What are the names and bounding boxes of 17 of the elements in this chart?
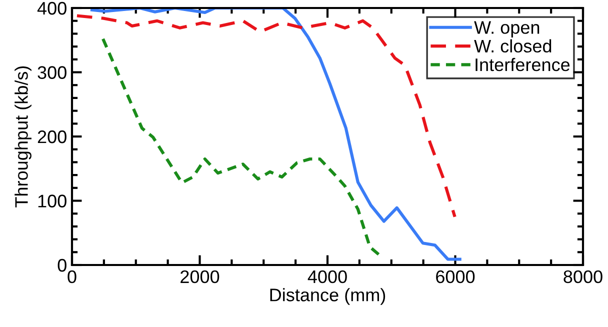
y-axis-title: Throughput (kb/s) bbox=[14, 66, 32, 208]
legend-label: W. open bbox=[474, 21, 540, 38]
y-tick-label: 400 bbox=[37, 2, 66, 15]
y-tick-label: 300 bbox=[38, 66, 66, 79]
x-axis-title: Distance (mm) bbox=[270, 288, 386, 305]
x-tick-label: 2000 bbox=[180, 270, 220, 284]
line-series bbox=[90, 8, 462, 261]
y-tick-label: 100 bbox=[38, 194, 66, 208]
legend-label: W. closed bbox=[474, 39, 552, 53]
x-tick-label: 4000 bbox=[308, 270, 347, 284]
y-tick-label: 200 bbox=[38, 130, 66, 144]
line-series bbox=[75, 14, 456, 218]
y-tick-label: 0 bbox=[58, 258, 66, 272]
legend-label: Interference bbox=[476, 58, 570, 72]
x-tick-label: 0 bbox=[68, 270, 76, 284]
x-tick-label: 6000 bbox=[436, 270, 475, 284]
x-tick-label: 8000 bbox=[564, 270, 602, 284]
